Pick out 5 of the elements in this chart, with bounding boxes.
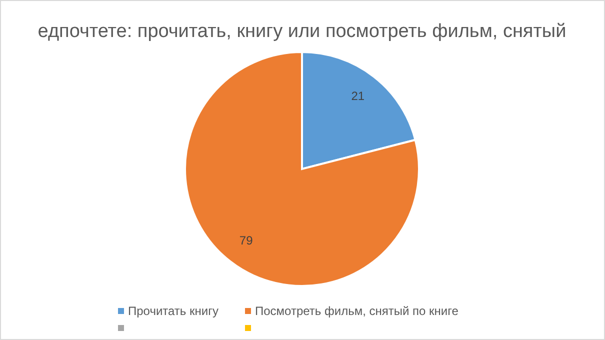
data-label: 21 xyxy=(351,89,365,104)
chart-title: едпочтете: прочитать, книгу или посмотреть фильм, снятый xyxy=(38,21,566,42)
data-label: 79 xyxy=(239,233,254,248)
legend-label: Посмотреть фильм, снятый по книге xyxy=(255,304,459,318)
legend-label: Прочитать книгу xyxy=(128,304,218,318)
